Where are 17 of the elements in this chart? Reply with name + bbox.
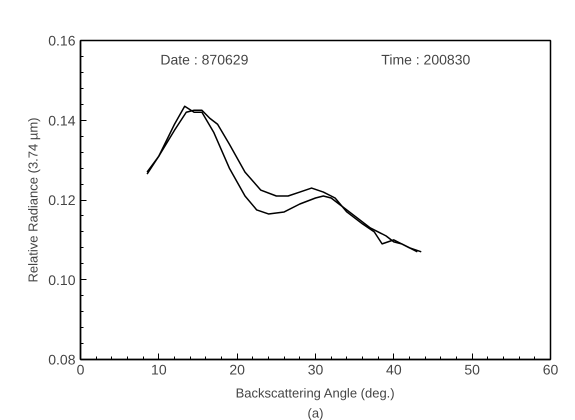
x-tick-label: 0 (76, 362, 85, 378)
y-tick-label: 0.14 (48, 112, 76, 128)
annotation: Time : 200830 (381, 52, 470, 68)
text: (a) (308, 406, 324, 420)
y-tick-label: 0.08 (48, 352, 76, 368)
x-tick-label: 30 (308, 362, 324, 378)
y-tick-label: 0.12 (48, 192, 76, 208)
x-tick-label: 20 (229, 362, 246, 378)
x-tick-label: 50 (464, 362, 480, 378)
x-tick-label: 10 (151, 362, 167, 378)
annotation: Date : 870629 (160, 52, 249, 68)
x-axis-title: Backscattering Angle (deg.) (236, 386, 395, 400)
y-tick-label: 0.10 (48, 272, 76, 288)
y-axis-title: Relative Radiance (3.74 µm) (25, 117, 40, 283)
x-tick-label: 60 (542, 362, 558, 378)
x-tick-label: 40 (386, 362, 402, 378)
y-tick-label: 0.16 (48, 32, 76, 48)
